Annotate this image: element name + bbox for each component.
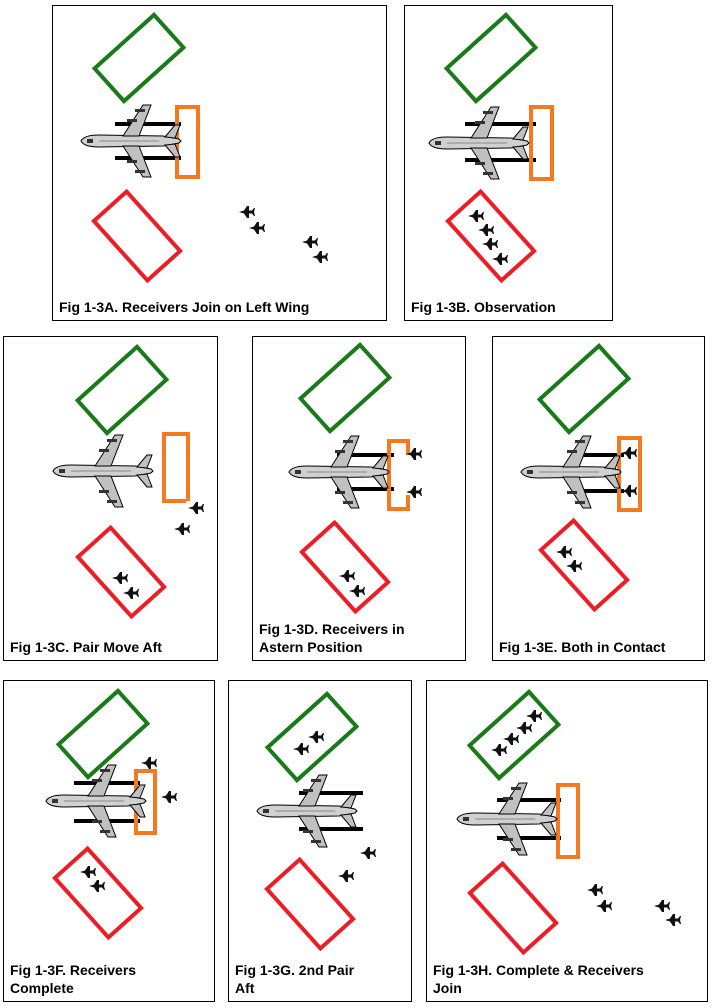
fighter-jet-icon xyxy=(339,570,355,582)
fighter-jet-icon xyxy=(141,757,157,769)
figure-caption: Fig 1-3A. Receivers Join on Left Wing xyxy=(59,299,310,315)
fighter-jet-icon xyxy=(654,900,670,912)
fighter-jet-icon xyxy=(482,238,498,250)
fighter-jet-icon xyxy=(526,710,542,722)
diagram-f xyxy=(45,688,177,941)
fighter-jet-icon xyxy=(516,722,532,734)
fighter-jet-icon xyxy=(492,253,508,265)
diagram-a xyxy=(80,12,328,284)
figure-panel-f: Fig 1-3F. Receivers Complete xyxy=(3,680,215,1002)
fighter-jet-icon xyxy=(503,733,519,745)
fighter-jet-icon xyxy=(360,847,376,859)
tanker-aircraft-icon xyxy=(80,104,182,178)
red-zone xyxy=(445,188,537,284)
fighter-jet-icon xyxy=(161,791,177,803)
fighter-jet-icon xyxy=(112,572,128,584)
fighter-jet-icon xyxy=(174,523,190,535)
fighter-jet-icon xyxy=(491,744,507,756)
fighter-jet-icon xyxy=(621,485,637,497)
fighter-jet-icon xyxy=(249,222,265,234)
orange-zone xyxy=(387,439,410,511)
red-zone xyxy=(538,517,630,613)
orange-zone xyxy=(556,783,580,859)
fighter-jet-icon xyxy=(188,502,204,514)
tanker-aircraft-icon xyxy=(256,774,358,848)
fighter-jet-icon xyxy=(123,587,139,599)
caption-line: Join xyxy=(433,980,462,996)
green-zone xyxy=(443,12,539,104)
caption-line: Fig 1-3H. Complete & Receivers xyxy=(433,962,644,978)
green-zone xyxy=(466,689,562,781)
fighter-jet-icon xyxy=(349,585,365,597)
green-zone xyxy=(536,343,632,435)
diagram-e xyxy=(520,343,642,613)
green-zone xyxy=(91,12,187,104)
diagram-b xyxy=(428,12,554,284)
green-zone xyxy=(264,691,360,783)
figure-caption: Fig 1-3F. Receivers Complete xyxy=(10,961,210,997)
figure-panel-a: Fig 1-3A. Receivers Join on Left Wing xyxy=(52,5,387,321)
figure-caption: Fig 1-3D. Receivers in Astern Position xyxy=(259,620,461,656)
tanker-aircraft-icon xyxy=(288,435,390,509)
figure-panel-e: Fig 1-3E. Both in Contact xyxy=(492,336,705,661)
fighter-jet-icon xyxy=(80,866,96,878)
green-zone xyxy=(74,344,170,436)
caption-line: Fig 1-3G. 2nd Pair xyxy=(235,962,355,978)
fighter-jet-icon xyxy=(338,870,354,882)
green-zone xyxy=(297,342,393,434)
orange-zone xyxy=(529,105,554,181)
fighter-jet-icon xyxy=(89,880,105,892)
figure-panel-d: Fig 1-3D. Receivers in Astern Position xyxy=(252,336,466,661)
figure-panel-h: Fig 1-3H. Complete & Receivers Join xyxy=(426,680,708,1002)
fighter-jet-icon xyxy=(566,560,582,572)
red-zone xyxy=(299,519,391,615)
caption-line: Complete xyxy=(10,980,74,996)
fighter-jet-icon xyxy=(302,236,318,248)
fighter-jet-icon xyxy=(596,900,612,912)
caption-line: Astern Position xyxy=(259,639,363,655)
figure-caption: Fig 1-3E. Both in Contact xyxy=(499,639,666,655)
caption-line: Fig 1-3F. Receivers xyxy=(10,962,137,978)
fighter-jet-icon xyxy=(468,210,484,222)
figure-caption: Fig 1-3G. 2nd Pair Aft xyxy=(235,961,407,997)
fighter-jet-icon xyxy=(478,224,494,236)
figure-panel-c: Fig 1-3C. Pair Move Aft xyxy=(3,336,218,661)
red-zone xyxy=(264,856,356,952)
fighter-jet-icon xyxy=(308,731,324,743)
red-zone xyxy=(52,845,144,941)
diagram-d xyxy=(288,342,422,615)
diagram-c xyxy=(52,344,204,620)
green-zone xyxy=(55,688,151,780)
tanker-aircraft-icon xyxy=(45,764,147,838)
tanker-aircraft-icon xyxy=(520,435,622,509)
fighter-jet-icon xyxy=(621,447,637,459)
figure-caption: Fig 1-3B. Observation xyxy=(411,299,556,315)
fighter-jet-icon xyxy=(312,251,328,263)
fighter-jet-icon xyxy=(293,743,309,755)
fighter-jet-icon xyxy=(239,206,255,218)
red-zone xyxy=(467,860,559,956)
diagram-h xyxy=(456,689,681,956)
fighter-jet-icon xyxy=(587,884,603,896)
figure-panel-g: Fig 1-3G. 2nd Pair Aft xyxy=(228,680,412,1002)
caption-line: Fig 1-3D. Receivers in xyxy=(259,621,405,637)
red-zone xyxy=(91,188,183,284)
tanker-aircraft-icon xyxy=(428,106,530,180)
figure-caption: Fig 1-3H. Complete & Receivers Join xyxy=(433,961,703,997)
fighter-jet-icon xyxy=(665,914,681,926)
fighter-jet-icon xyxy=(556,546,572,558)
red-zone xyxy=(75,524,167,620)
caption-line: Aft xyxy=(235,980,255,996)
figure-panel-b: Fig 1-3B. Observation xyxy=(404,5,613,321)
diagram-g xyxy=(256,691,376,952)
orange-zone xyxy=(162,432,190,503)
tanker-aircraft-icon xyxy=(456,782,558,856)
figure-caption: Fig 1-3C. Pair Move Aft xyxy=(10,639,162,655)
tanker-aircraft-icon xyxy=(52,434,154,508)
